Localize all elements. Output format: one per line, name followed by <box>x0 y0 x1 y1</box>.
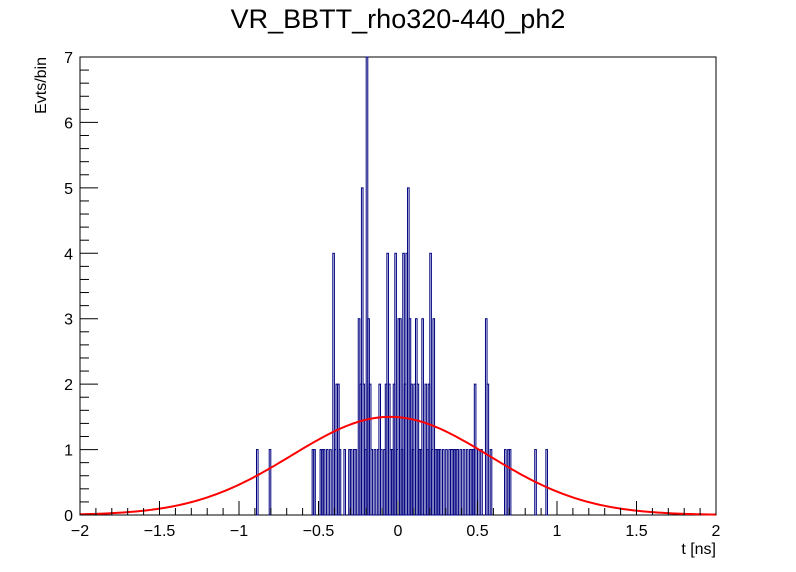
y-tick-label: 6 <box>64 115 73 132</box>
x-tick-label: −1 <box>230 523 248 540</box>
histogram-bin <box>445 449 448 516</box>
y-tick-label: 1 <box>64 443 73 460</box>
histogram-bin <box>432 318 436 516</box>
x-tick-label: −0.5 <box>303 523 335 540</box>
histogram-bin <box>394 252 397 516</box>
y-tick-label: 5 <box>64 181 73 198</box>
histogram-bin <box>456 449 459 516</box>
x-tick-label: 2 <box>712 523 721 540</box>
histogram-bin <box>462 449 466 516</box>
x-tick-label: 0 <box>394 523 403 540</box>
x-axis-label: t [ns] <box>681 541 716 558</box>
histogram-bin <box>313 449 316 516</box>
y-tick-label: 3 <box>64 312 73 329</box>
y-tick-label: 2 <box>64 377 73 394</box>
histogram-bin <box>486 383 490 516</box>
histogram-bin <box>429 252 432 516</box>
histogram-bin <box>438 449 442 516</box>
x-tick-label: 1 <box>553 523 562 540</box>
x-tick-label: −2 <box>71 523 89 540</box>
histogram-bin <box>360 187 364 516</box>
histogram-bin <box>504 449 507 516</box>
y-tick-label: 7 <box>64 50 73 67</box>
histogram-bin <box>545 449 548 516</box>
histogram-bin <box>322 449 326 516</box>
histogram-bin <box>459 449 463 516</box>
y-axis-label: Evts/bin <box>33 57 50 114</box>
histogram-bin <box>338 449 342 516</box>
histogram-bin <box>380 449 383 516</box>
histogram-bin <box>465 449 469 516</box>
y-tick-label: 0 <box>64 508 73 525</box>
histogram-bin <box>365 56 369 516</box>
histogram-bin <box>349 449 353 516</box>
chart-title: VR_BBTT_rho320-440_ph2 <box>230 4 566 34</box>
histogram-bin <box>370 449 374 516</box>
histogram-bin <box>255 449 259 516</box>
histogram-bin <box>325 449 329 516</box>
histogram-bin <box>489 449 493 516</box>
y-tick-label: 4 <box>64 246 73 263</box>
gaussian-fit-curve <box>79 415 717 516</box>
histogram-bin <box>268 449 272 516</box>
histogram-bin <box>442 449 445 516</box>
histogram-bin <box>480 449 483 516</box>
histogram-bin <box>508 449 512 516</box>
histogram-bin <box>354 449 358 516</box>
x-tick-label: 0.5 <box>466 523 488 540</box>
histogram-bin <box>421 318 424 516</box>
histogram-bin <box>329 449 332 516</box>
x-tick-label: 1.5 <box>625 523 647 540</box>
x-tick-label: −1.5 <box>144 523 176 540</box>
histogram-bin <box>343 449 347 516</box>
histogram-bin <box>473 383 477 516</box>
histogram-bin <box>332 252 335 516</box>
histogram-bin <box>373 449 377 516</box>
